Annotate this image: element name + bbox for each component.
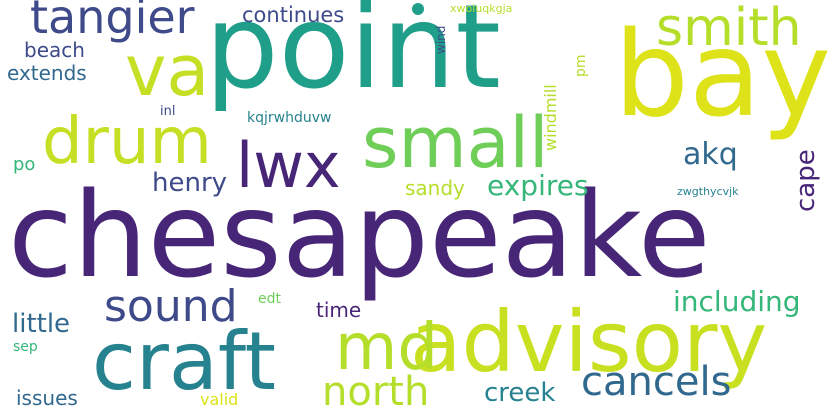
word-issues: issues: [16, 386, 78, 410]
word-xwoluqkgja: xwoluqkgja: [450, 2, 513, 15]
word-advisory: advisory: [410, 293, 768, 391]
word-beach: beach: [24, 38, 85, 62]
word-inl: inl: [160, 104, 176, 119]
word-lwx: lwx: [236, 129, 341, 202]
word-kqjrwhduvw: kqjrwhduvw: [247, 110, 332, 126]
word-cancels: cancels: [581, 359, 732, 405]
word-pm: pm: [573, 54, 589, 77]
word-extends: extends: [7, 61, 87, 85]
word-edt: edt: [258, 291, 281, 307]
word-small: small: [362, 102, 549, 184]
word-bay: bay: [614, 5, 832, 143]
word-valid: valid: [200, 390, 239, 409]
word-zwgthycvjk: zwgthycvjk: [677, 185, 739, 198]
word-smith: smith: [656, 0, 802, 58]
word-north: north: [322, 369, 430, 415]
word-creek: creek: [484, 378, 556, 408]
word-continues: continues: [242, 3, 345, 27]
word-henry: henry: [152, 168, 228, 198]
word-including: including: [673, 285, 801, 318]
word-chesapeake: chesapeake: [8, 166, 711, 304]
word-cape: cape: [791, 149, 821, 212]
word-time: time: [316, 298, 362, 322]
word-windmill: windmill: [541, 84, 560, 151]
word-wind: wind: [434, 25, 448, 54]
word-sound: sound: [104, 281, 238, 332]
word-md: md: [335, 311, 438, 385]
word-po: po: [13, 154, 36, 175]
word-sandy: sandy: [405, 176, 465, 200]
word-point: point: [205, 0, 501, 115]
word-sep: sep: [13, 339, 38, 355]
word-expires: expires: [487, 169, 589, 202]
word-craft: craft: [92, 315, 277, 408]
decorative-dot: [412, 3, 424, 15]
word-tangier: tangier: [30, 0, 195, 44]
word-little: little: [12, 309, 71, 339]
word-va: va: [125, 30, 210, 112]
word-drum: drum: [42, 105, 212, 179]
word-akq: akq: [683, 137, 738, 172]
